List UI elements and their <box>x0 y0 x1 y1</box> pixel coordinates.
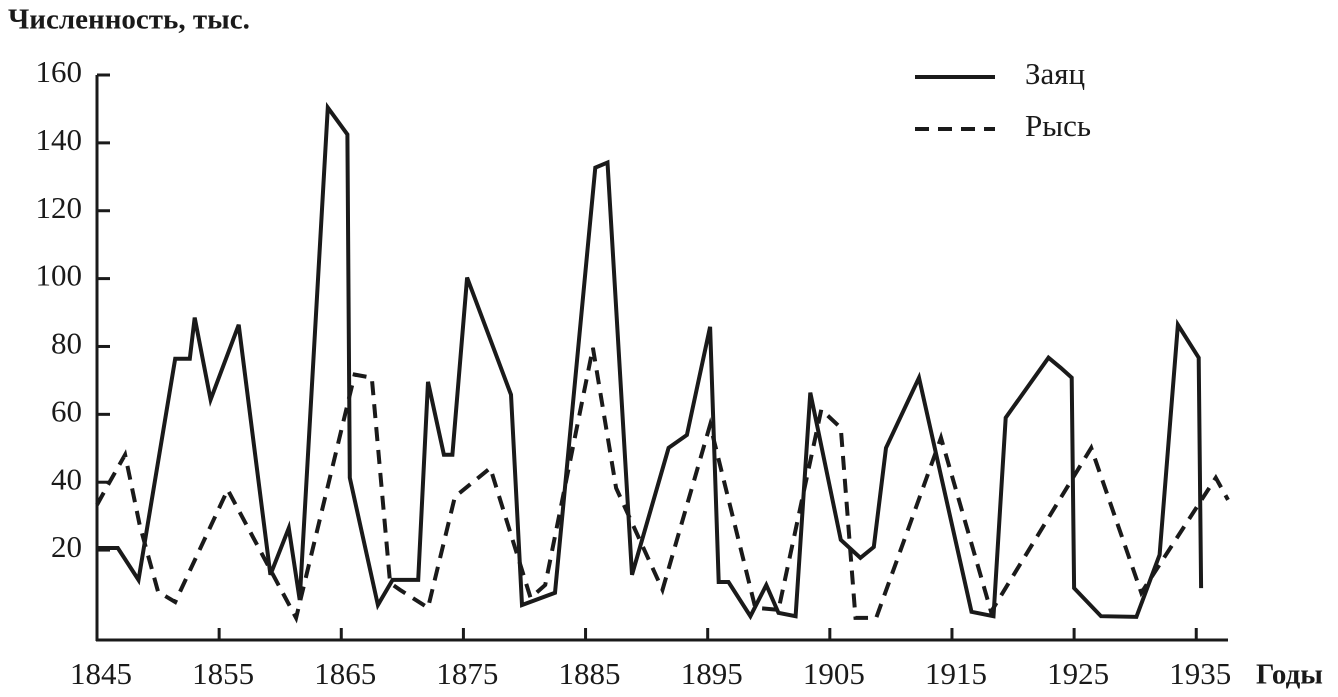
x-tick-label: 1915 <box>925 656 987 691</box>
y-tick-label: 20 <box>51 529 82 564</box>
x-tick-label: 1885 <box>559 656 621 691</box>
series-line <box>97 101 1204 621</box>
y-tick-label: 60 <box>51 393 82 428</box>
y-tick-label: 120 <box>36 190 83 225</box>
x-tick-label: 1855 <box>192 656 254 691</box>
x-tick-label: 1845 <box>70 656 132 691</box>
y-tick-label: 140 <box>36 122 83 157</box>
y-tick-label: 80 <box>51 326 82 361</box>
legend-label: Заяц <box>1025 56 1085 91</box>
legend-label: Рысь <box>1025 108 1091 143</box>
x-tick-label: 1875 <box>436 656 498 691</box>
x-tick-label: 1905 <box>803 656 865 691</box>
x-axis-label: Годы <box>1256 659 1323 691</box>
series-line <box>95 347 1230 624</box>
y-tick-label: 160 <box>36 54 83 89</box>
x-tick-label: 1865 <box>314 656 376 691</box>
chart-title: Численность, тыс. <box>8 4 250 36</box>
y-tick-label: 100 <box>36 258 83 293</box>
x-tick-label: 1895 <box>681 656 743 691</box>
x-tick-label: 1925 <box>1047 656 1109 691</box>
x-tick-label: 1935 <box>1169 656 1231 691</box>
y-tick-label: 40 <box>51 461 82 496</box>
